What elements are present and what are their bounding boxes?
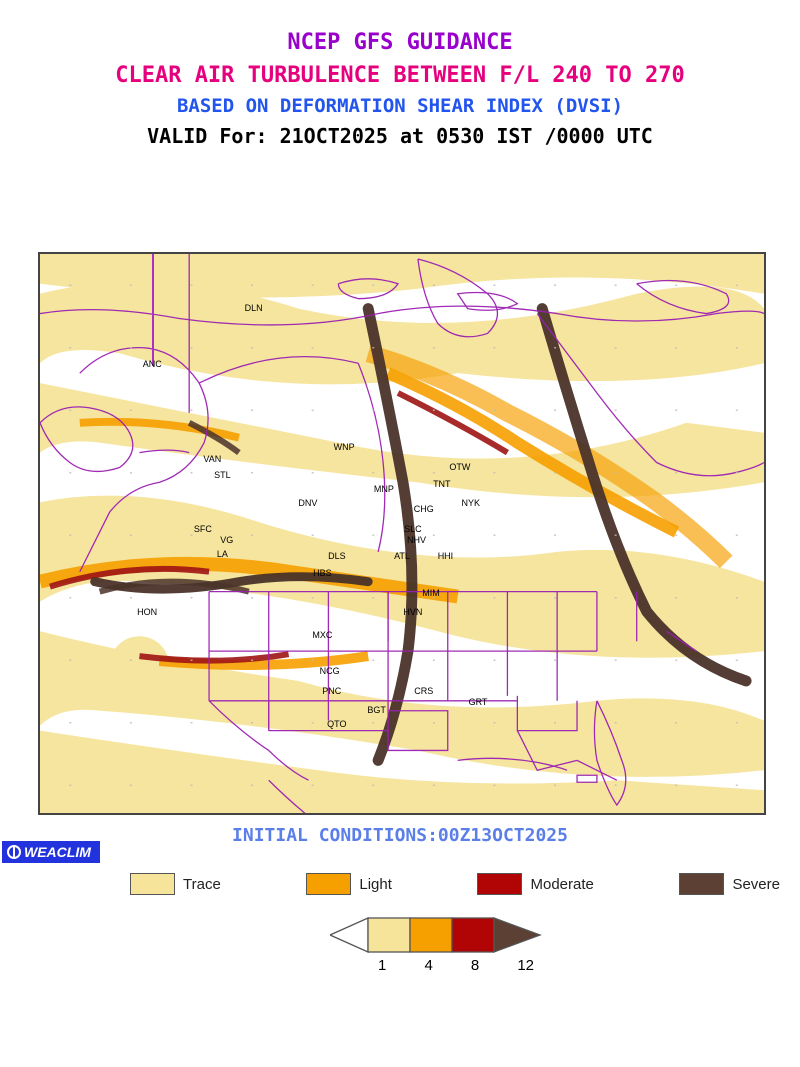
city-label-nyk: NYK [462,498,481,508]
city-label-dls: DLS [328,551,346,561]
city-label-crs: CRS [414,686,433,696]
city-label-stl: STL [214,470,231,480]
initial-conditions-label: INITIAL CONDITIONS:00Z13OCT2025 [0,825,800,846]
city-label-mxc: MXC [312,630,332,640]
city-label-hvn: HVN [403,607,422,617]
title-line-2: CLEAR AIR TURBULENCE BETWEEN F/L 240 TO … [0,59,800,92]
light-swatch [306,873,351,895]
severe-swatch [679,873,724,895]
city-label-grt: GRT [469,697,488,707]
title-line-1: NCEP GFS GUIDANCE [0,26,800,59]
city-label-nhv: NHV [407,535,426,545]
city-label-vg: VG [220,535,233,545]
city-label-hon: HON [137,607,157,617]
scale-arrow-svg [330,915,580,955]
title-block: NCEP GFS GUIDANCE CLEAR AIR TURBULENCE B… [0,0,800,151]
legend-item-moderate: Moderate [477,873,593,895]
city-label-mnp: MNP [374,484,394,494]
title-line-4: VALID For: 21OCT2025 at 0530 IST /0000 U… [0,121,800,151]
legend-item-light: Light [306,873,392,895]
city-label-hhi: HHI [438,551,454,561]
legend-row: Trace Light Moderate Severe [130,873,780,895]
city-label-dln: DLN [245,303,263,313]
city-label-mim: MIM [422,588,440,598]
map-marker-line [152,254,154,366]
city-label-chg: CHG [414,504,434,514]
weaclim-logo-text: WEACLIM [24,844,91,860]
legend-item-severe: Severe [679,873,780,895]
scale-arrow-numbers: 1 4 8 12 [330,957,580,974]
moderate-swatch [477,873,522,895]
scale-arrow: 1 4 8 12 [330,915,580,974]
city-label-ncg: NCG [320,666,340,676]
title-line-3: BASED ON DEFORMATION SHEAR INDEX (DVSI) [0,92,800,121]
trace-swatch [130,873,175,895]
city-label-la: LA [217,549,228,559]
city-label-van: VAN [203,454,221,464]
city-label-pnc: PNC [322,686,341,696]
city-label-anc: ANC [143,359,162,369]
city-label-qto: QTO [327,719,346,729]
weaclim-logo: WEACLIM [2,841,100,863]
city-label-dnv: DNV [298,498,317,508]
city-label-otw: OTW [449,462,470,472]
grid-dots [40,254,764,813]
city-label-slc: SLC [404,524,422,534]
city-label-atl: ATL [394,551,410,561]
city-label-hbs: HBS [313,568,332,578]
map-frame: 70N 60N 50N 40N 30N 20N 10N EQ 170W 160W… [38,252,766,815]
city-label-wnp: WNP [334,442,355,452]
city-label-tnt: TNT [433,479,451,489]
city-label-sfc: SFC [194,524,212,534]
city-label-bgt: BGT [367,705,386,715]
legend-item-trace: Trace [130,873,221,895]
weaclim-logo-icon [7,845,21,859]
x-axis-labels: 170W 160W 150W 140W 130W 120W 110W 100W … [40,813,764,815]
map-container[interactable]: 70N 60N 50N 40N 30N 20N 10N EQ 170W 160W… [38,252,766,815]
